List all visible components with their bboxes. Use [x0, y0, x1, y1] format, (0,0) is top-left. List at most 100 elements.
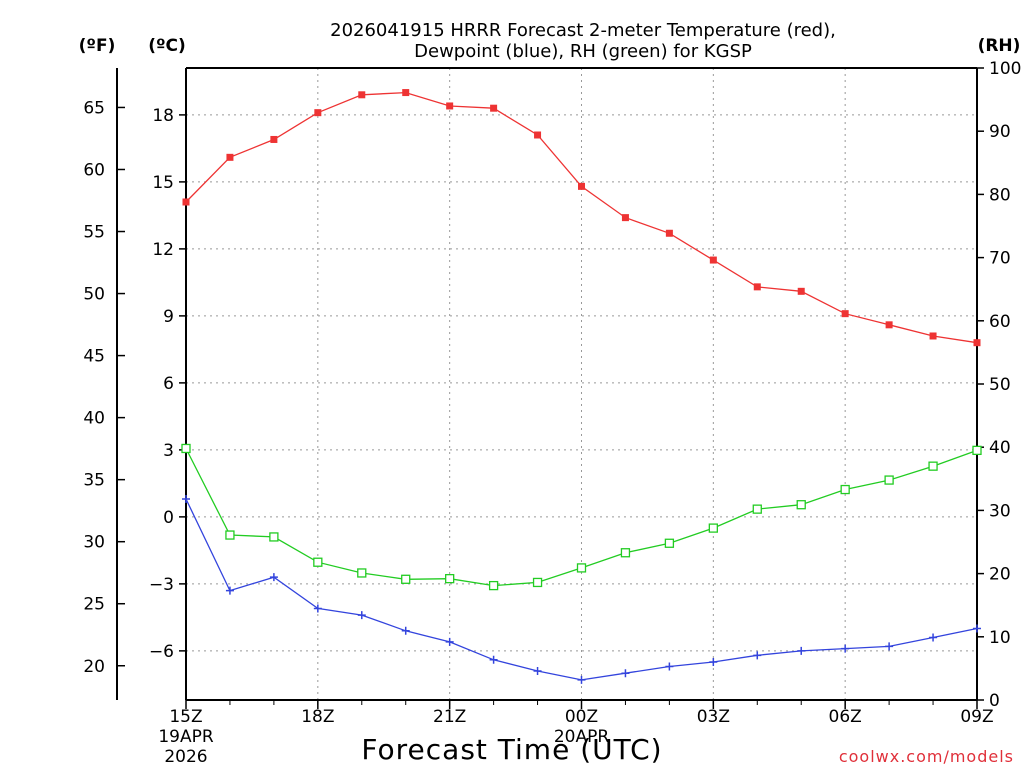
temperature-data-point — [182, 198, 190, 206]
rh-data-point — [269, 532, 279, 542]
dewpoint-series-line — [185, 498, 978, 681]
fahrenheit-tick-label: 55 — [83, 223, 105, 243]
temperature-data-point — [973, 339, 981, 347]
temperature-data-point — [797, 287, 805, 295]
x-tick-date-label: 19APR — [158, 727, 214, 747]
rh-tick-label: 30 — [989, 501, 1011, 521]
rh-data-point — [401, 574, 411, 584]
dewpoint-data-point — [225, 586, 234, 595]
rh-data-point — [357, 568, 367, 578]
dewpoint-data-point — [357, 611, 366, 620]
rh-tick-label: 80 — [989, 185, 1011, 205]
temperature-data-point — [534, 131, 542, 139]
temperature-data-point — [841, 310, 849, 318]
celsius-tick-label: 15 — [152, 173, 174, 193]
chart-gridlines — [186, 68, 977, 700]
rh-tick-label: 60 — [989, 312, 1011, 332]
rh-data-point — [752, 504, 762, 514]
rh-data-point — [181, 443, 191, 454]
rh-tick-label: 0 — [989, 691, 1000, 711]
celsius-tick-label: 0 — [163, 508, 174, 528]
dewpoint-data-point — [621, 669, 630, 678]
temperature-data-point — [621, 214, 629, 222]
rh-tick-label: 20 — [989, 565, 1011, 585]
rh-tick-label: 70 — [989, 249, 1011, 269]
dewpoint-data-point — [665, 662, 674, 671]
rh-data-point — [796, 500, 806, 510]
x-tick-label: 09Z — [960, 707, 993, 727]
dewpoint-data-point — [929, 633, 938, 642]
rh-data-point — [620, 548, 631, 558]
dewpoint-data-point — [313, 604, 322, 613]
fahrenheit-tick-label: 60 — [83, 160, 105, 180]
temperature-data-point — [929, 332, 937, 340]
dewpoint-data-point — [797, 646, 806, 655]
temperature-data-point — [358, 91, 366, 99]
x-tick-label: 06Z — [829, 707, 862, 727]
temperature-data-point — [885, 321, 893, 329]
watermark-text: coolwx.com/models — [839, 747, 1014, 766]
dewpoint-data-point — [885, 642, 894, 651]
dewpoint-data-point — [973, 624, 981, 633]
temperature-data-point — [665, 229, 673, 237]
x-axis-title: Forecast Time (UTC) — [361, 733, 662, 766]
x-tick-year-label: 2026 — [164, 747, 207, 767]
dewpoint-data-point — [753, 651, 762, 660]
temperature-data-point — [709, 256, 717, 264]
rh-tick-label: 10 — [989, 628, 1011, 648]
x-tick-date-label: 20APR — [554, 727, 610, 747]
temperature-data-point — [226, 153, 234, 161]
temperature-data-point — [578, 182, 585, 190]
celsius-tick-label: 18 — [152, 106, 174, 126]
celsius-tick-label: 9 — [163, 307, 174, 327]
celsius-tick-label: −3 — [149, 575, 174, 595]
rh-tick-label: 50 — [989, 375, 1011, 395]
dewpoint-data-point — [489, 655, 498, 664]
celsius-tick-label: 3 — [163, 441, 174, 461]
rh-data-point — [972, 445, 982, 456]
celsius-tick-label: 12 — [152, 240, 174, 260]
fahrenheit-tick-label: 40 — [83, 409, 105, 429]
fahrenheit-tick-label: 50 — [83, 285, 105, 305]
x-tick-label: 03Z — [697, 707, 730, 727]
rh-tick-label: 100 — [989, 59, 1021, 79]
x-tick-label: 15Z — [169, 707, 202, 727]
rh-data-point — [928, 461, 938, 471]
dewpoint-data-point — [269, 573, 278, 582]
celsius-tick-label: 6 — [163, 374, 174, 394]
temperature-data-point — [753, 283, 761, 291]
rh-data-point — [488, 580, 499, 591]
rh-unit-label: (RH) — [978, 36, 1021, 56]
chart-series — [181, 89, 982, 684]
rh-tick-label: 40 — [989, 438, 1011, 458]
temperature-data-point — [490, 104, 498, 112]
fahrenheit-tick-label: 30 — [83, 533, 105, 553]
celsius-tick-label: −6 — [149, 642, 174, 662]
rh-data-point — [313, 557, 323, 567]
dewpoint-data-point — [182, 495, 190, 504]
rh-data-point — [884, 475, 894, 485]
fahrenheit-tick-label: 45 — [83, 347, 105, 367]
rh-data-point — [576, 563, 587, 573]
rh-data-point — [840, 484, 850, 495]
temperature-series-line — [185, 91, 978, 344]
temperature-data-point — [446, 102, 454, 110]
dewpoint-data-point — [401, 626, 410, 635]
dewpoint-data-point — [709, 658, 718, 667]
rh-data-point — [225, 530, 235, 540]
fahrenheit-tick-label: 25 — [83, 595, 105, 615]
dewpoint-data-point — [577, 675, 586, 684]
rh-tick-label: 90 — [989, 122, 1011, 142]
rh-data-point — [532, 577, 543, 588]
dewpoint-data-point — [445, 637, 454, 646]
fahrenheit-tick-label: 20 — [83, 657, 105, 677]
x-tick-label: 00Z — [565, 707, 598, 727]
fahrenheit-unit-label: (ºF) — [79, 36, 116, 56]
temperature-data-point — [402, 89, 410, 97]
dewpoint-data-point — [841, 644, 850, 653]
rh-data-point — [708, 523, 718, 533]
temperature-data-point — [314, 109, 322, 117]
temperature-data-point — [270, 135, 278, 143]
chart-axes: 1815129630−3−665605550454035302520100908… — [83, 59, 1021, 767]
